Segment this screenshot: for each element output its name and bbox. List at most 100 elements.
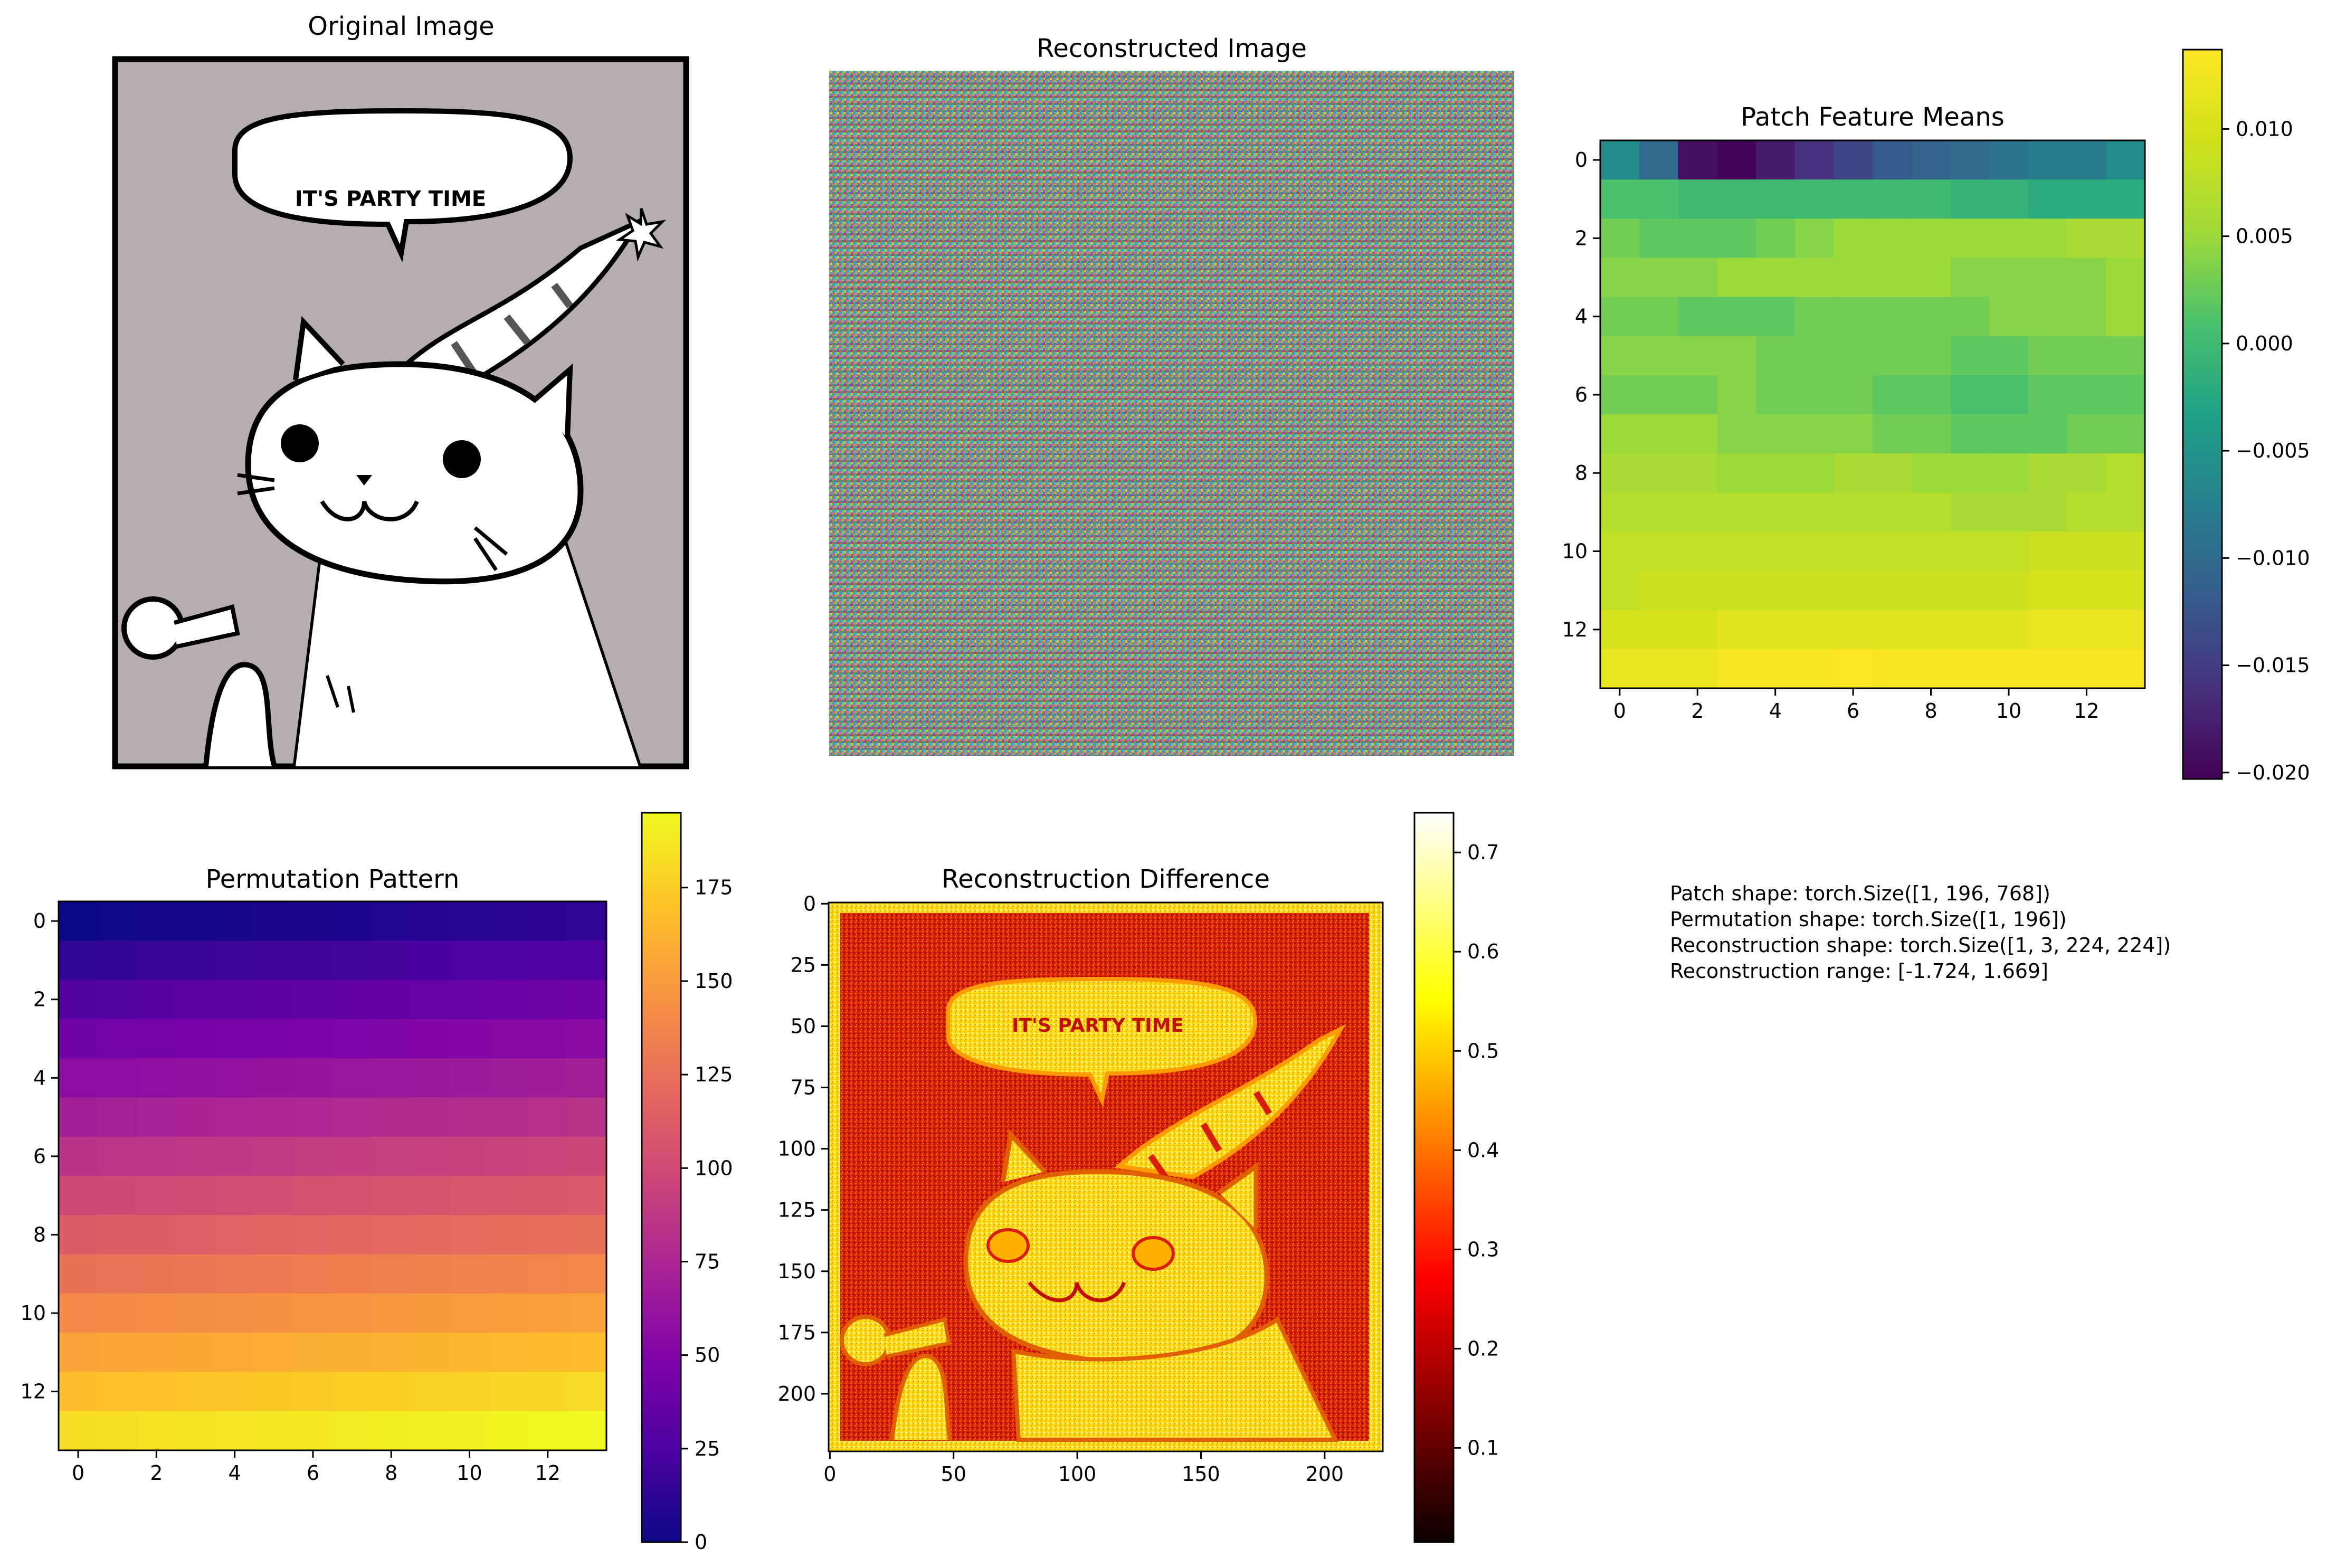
heatmap-cell: [1911, 531, 1951, 572]
heatmap-cell: [59, 1372, 98, 1412]
y-tick-label: 6: [1575, 383, 1588, 406]
heatmap-cell: [1873, 336, 1912, 376]
heatmap-cell: [59, 1254, 98, 1294]
heatmap-cell: [567, 980, 607, 1020]
heatmap-cell: [2067, 297, 2106, 337]
heatmap-cell: [1755, 571, 1796, 611]
heatmap-cell: [411, 901, 451, 941]
heatmap-cell: [1717, 297, 1756, 337]
heatmap-cell: [450, 1411, 490, 1451]
heatmap-cell: [1950, 375, 1990, 415]
heatmap-cell: [2067, 140, 2106, 180]
heatmap-cell: [333, 1058, 372, 1098]
reconstruction-difference-yticks: 0 25 50 75 100 125 150 175 200: [777, 892, 829, 1405]
x-tick-label: 12: [535, 1461, 561, 1485]
heatmap-cell: [1834, 179, 1873, 219]
heatmap-cell: [1678, 336, 1717, 376]
heatmap-cell: [1717, 649, 1756, 689]
y-tick-label: 12: [21, 1380, 46, 1403]
reconstructed-image-title: Reconstructed Image: [1037, 34, 1307, 63]
heatmap-cell: [2106, 492, 2145, 533]
heatmap-cell: [1678, 649, 1717, 689]
heatmap-cell: [293, 1019, 333, 1059]
y-tick-label: 4: [33, 1066, 46, 1089]
heatmap-cell: [1678, 375, 1717, 415]
heatmap-cell: [1600, 140, 1640, 180]
y-tick-label: 8: [33, 1223, 46, 1246]
heatmap-cell: [1678, 258, 1717, 298]
heatmap-cell: [1834, 453, 1873, 493]
heatmap-cell: [489, 1254, 529, 1294]
heatmap-cell: [1600, 218, 1640, 259]
heatmap-cell: [215, 1097, 255, 1137]
heatmap-cell: [1911, 179, 1951, 219]
heatmap-cell: [1794, 218, 1834, 259]
heatmap-cell: [450, 901, 490, 941]
heatmap-cell: [411, 1215, 451, 1255]
heatmap-cell: [489, 1333, 529, 1373]
heatmap-cell: [2106, 649, 2145, 689]
heatmap-cell: [1717, 492, 1756, 533]
heatmap-cell: [1678, 297, 1717, 337]
patch-feature-means-colorbar: [2182, 49, 2223, 780]
heatmap-cell: [1950, 140, 1990, 180]
y-tick-label: 8: [1575, 461, 1588, 484]
heatmap-cell: [2106, 336, 2145, 376]
y-tick-label: 50: [791, 1014, 816, 1038]
heatmap-cell: [2106, 179, 2145, 219]
heatmap-cell: [254, 1019, 294, 1059]
heatmap-cell: [1989, 414, 2029, 454]
heatmap-cell: [1600, 336, 1640, 376]
heatmap-cell: [2028, 140, 2068, 180]
heatmap-cell: [1639, 649, 1679, 689]
heatmap-cell: [2028, 297, 2068, 337]
heatmap-cell: [1834, 531, 1873, 572]
heatmap-cell: [411, 1097, 451, 1137]
heatmap-cell: [1794, 610, 1834, 650]
heatmap-cell: [1755, 297, 1796, 337]
heatmap-cell: [98, 1372, 137, 1412]
heatmap-cell: [137, 1058, 177, 1098]
colorbar-tick-label: 0.005: [2236, 225, 2293, 248]
heatmap-cell: [1755, 610, 1796, 650]
heatmap-cell: [1600, 297, 1640, 337]
y-tick-label: 0: [803, 892, 816, 915]
heatmap-cell: [1989, 649, 2029, 689]
heatmap-cell: [254, 1176, 294, 1215]
heatmap-cell: [1794, 297, 1834, 337]
heatmap-cell: [528, 1176, 568, 1215]
heatmap-cell: [2106, 218, 2145, 259]
heatmap-cell: [372, 1411, 411, 1451]
heatmap-cell: [1794, 531, 1834, 572]
heatmap-cell: [1989, 492, 2029, 533]
heatmap-cell: [1794, 258, 1834, 298]
heatmap-cell: [1639, 610, 1679, 650]
heatmap-cell: [1950, 297, 1990, 337]
permutation-pattern-colorbar-ticks: 175 150 125 100 75 50 25 0: [681, 876, 733, 1554]
heatmap-cell: [293, 1293, 333, 1333]
heatmap-cell: [2028, 179, 2068, 219]
y-tick-label: 200: [777, 1382, 816, 1405]
colorbar-tick-label: 0.1: [1467, 1436, 1499, 1459]
info-line-reconstruction-range: Reconstruction range: [-1.724, 1.669]: [1670, 959, 2048, 983]
y-tick-label: 10: [21, 1301, 46, 1325]
heatmap-cell: [1717, 453, 1756, 493]
heatmap-cell: [489, 940, 529, 981]
patch-feature-means-cells: [1600, 140, 2145, 689]
heatmap-cell: [1794, 492, 1834, 533]
heatmap-cell: [1950, 610, 1990, 650]
x-tick-label: 6: [307, 1461, 319, 1485]
colorbar-tick-label: −0.005: [2236, 439, 2310, 462]
heatmap-cell: [2028, 531, 2068, 572]
heatmap-cell: [1755, 531, 1796, 572]
heatmap-cell: [2028, 218, 2068, 259]
heatmap-cell: [293, 1136, 333, 1176]
heatmap-cell: [1834, 140, 1873, 180]
heatmap-cell: [450, 1058, 490, 1098]
heatmap-cell: [450, 1333, 490, 1373]
heatmap-cell: [1794, 453, 1834, 493]
y-tick-label: 75: [791, 1076, 816, 1099]
heatmap-cell: [333, 1097, 372, 1137]
heatmap-cell: [1873, 297, 1912, 337]
x-tick-label: 10: [1996, 699, 2021, 723]
